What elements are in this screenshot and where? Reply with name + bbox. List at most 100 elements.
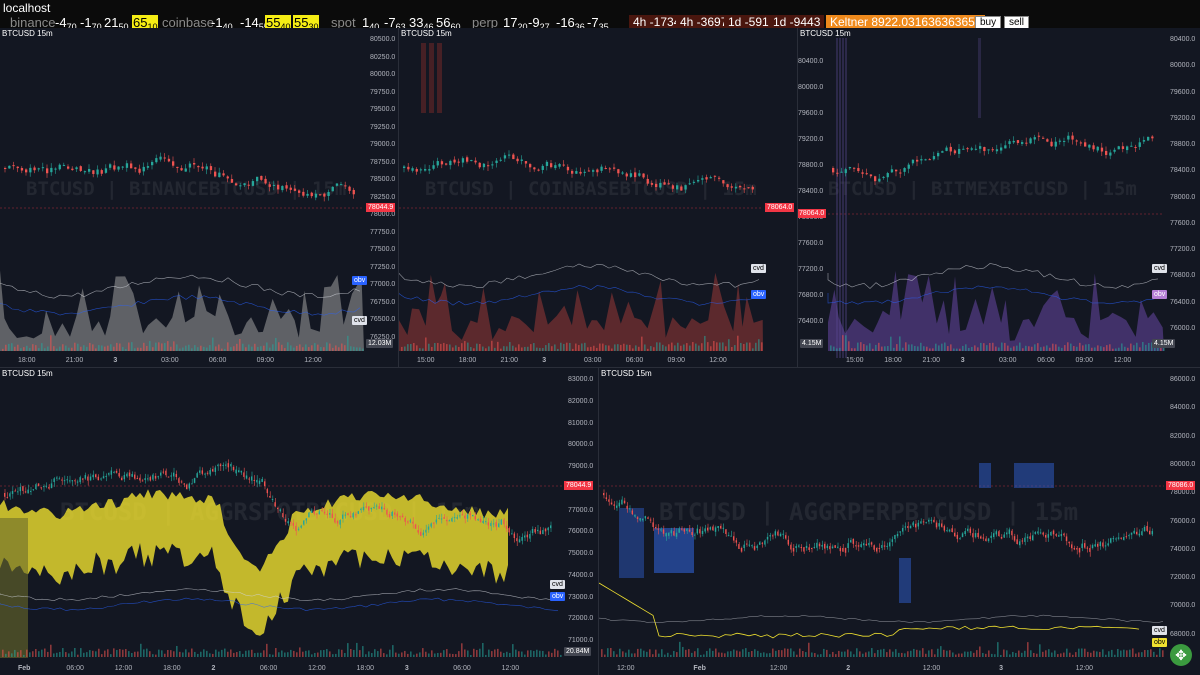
y-axis-label: 78000.0 bbox=[370, 211, 396, 218]
y-axis-label: 79250.0 bbox=[370, 123, 396, 131]
obv-label: obv bbox=[751, 290, 767, 299]
x-axis-label: 18:00 bbox=[356, 665, 375, 672]
y-axis-label: 78800.0 bbox=[1170, 141, 1196, 148]
chart-canvas[interactable] bbox=[0, 28, 398, 367]
chart-panel-aggr-perp[interactable]: BTCUSD 15m BTCUSD | AGGRPERPBTCUSD | 15m 8… bbox=[599, 368, 1200, 675]
panel-divider bbox=[797, 28, 798, 367]
y-axis-label: 78400.0 bbox=[1170, 167, 1196, 175]
chart-panel-bitmex[interactable]: BTCUSD 15m BTCUSD | BITMEXBTCUSD | 15m 804… bbox=[798, 28, 1200, 367]
x-axis-label: 3 bbox=[113, 357, 118, 364]
y-axis-label: 80000.0 bbox=[370, 71, 396, 78]
y-axis-label: 81000.0 bbox=[568, 419, 594, 427]
exchange-label-coinbase: coinbase bbox=[162, 15, 215, 30]
last-price-label: 78086.0 bbox=[1166, 481, 1196, 490]
chart-watermark: BTCUSD | AGGRPERPBTCUSD | 15m bbox=[659, 498, 1079, 526]
chart-panel-coinbase[interactable]: BTCUSD 15m BTCUSD | COINBASEBTCUSD | 15m 1… bbox=[399, 28, 797, 367]
ticker-value-coinbase: -1455 bbox=[240, 15, 269, 32]
symbol-label: BTCUSD 15m bbox=[401, 29, 452, 38]
y-axis-label-left: 79600.0 bbox=[798, 110, 824, 117]
y-axis-label: 86000.0 bbox=[1170, 376, 1196, 383]
ticker-value-perp: -1636 bbox=[556, 15, 585, 32]
delta-badge: 4h -3697 bbox=[676, 15, 732, 30]
y-axis-label: 74000.0 bbox=[1170, 545, 1196, 553]
y-axis-label: 79200.0 bbox=[1170, 114, 1196, 122]
x-axis-label: 12:00 bbox=[1075, 665, 1094, 672]
last-price-label: 78064.0 bbox=[765, 203, 795, 212]
x-axis-label: 3 bbox=[960, 357, 965, 364]
ticker-value-binance: 6510 bbox=[132, 15, 159, 32]
last-price-label: 78064.0 bbox=[798, 209, 827, 218]
exchange-label-perp: perp bbox=[472, 15, 499, 30]
ticker-value-binance: 2150 bbox=[104, 15, 129, 32]
volume-label: 20.84M bbox=[564, 647, 592, 656]
x-axis-label: 06:00 bbox=[259, 665, 278, 672]
x-axis-label: 06:00 bbox=[625, 357, 644, 364]
cvd-label: cvd bbox=[1152, 626, 1167, 635]
y-axis-label: 77200.0 bbox=[1170, 246, 1196, 253]
y-axis-label: 76250.0 bbox=[370, 333, 396, 341]
y-axis-label: 83000.0 bbox=[568, 376, 594, 383]
y-axis-label: 80400.0 bbox=[1170, 36, 1196, 43]
x-axis-label: 12:00 bbox=[769, 665, 788, 672]
obv-label: obv bbox=[1152, 290, 1168, 299]
x-axis-label: 06:00 bbox=[1037, 357, 1055, 364]
y-axis-label: 76400.0 bbox=[1170, 298, 1196, 306]
x-axis-label: 12:00 bbox=[308, 665, 326, 672]
x-axis-label: 03:00 bbox=[161, 357, 179, 364]
y-axis-label: 78250.0 bbox=[370, 193, 396, 201]
y-axis-label: 80500.0 bbox=[370, 36, 396, 43]
y-axis-label: 68000.0 bbox=[1170, 630, 1196, 638]
ticker-value-coinbase: -140 bbox=[211, 15, 233, 32]
y-axis-label: 74000.0 bbox=[568, 571, 594, 579]
move-icon[interactable]: ✥ bbox=[1170, 644, 1192, 666]
y-axis-label: 73000.0 bbox=[568, 593, 594, 601]
y-axis-label-left: 80000.0 bbox=[798, 84, 824, 91]
y-axis-label: 71000.0 bbox=[568, 637, 594, 645]
ticker-value-perp: 1720 bbox=[503, 15, 528, 32]
panel-divider bbox=[398, 28, 399, 367]
y-axis-label: 78000.0 bbox=[1170, 489, 1196, 497]
ticker-value-spot: -763 bbox=[384, 15, 406, 32]
x-axis-label: 03:00 bbox=[584, 357, 602, 364]
y-axis-label: 79500.0 bbox=[370, 106, 396, 113]
chart-panel-aggr-spot[interactable]: BTCUSD 15m BTCUSD | AGGRSPOTBTCUSD | 15m 8… bbox=[0, 368, 598, 675]
x-axis-label: 03:00 bbox=[999, 357, 1017, 364]
symbol-label: BTCUSD 15m bbox=[2, 29, 53, 38]
x-axis-label: 12:00 bbox=[709, 357, 727, 364]
y-axis-label-left: 78800.0 bbox=[798, 162, 824, 169]
x-axis-label: 12:00 bbox=[922, 665, 941, 672]
last-price-label: 78044.9 bbox=[564, 481, 594, 490]
panel-divider bbox=[0, 367, 1200, 368]
y-axis-label: 79750.0 bbox=[370, 88, 396, 96]
x-axis-label: 18:00 bbox=[163, 665, 181, 672]
cvd-label: cvd bbox=[352, 316, 367, 325]
volume-label: 4.15M bbox=[1152, 339, 1176, 348]
y-axis-label: 76500.0 bbox=[370, 316, 396, 323]
ticker-value-perp: -927 bbox=[528, 15, 550, 32]
x-axis-label: 18:00 bbox=[18, 357, 36, 364]
y-axis-label: 82000.0 bbox=[568, 397, 594, 405]
chart-canvas[interactable] bbox=[798, 28, 1200, 367]
y-axis-label: 78000.0 bbox=[1170, 193, 1196, 201]
chart-canvas[interactable] bbox=[0, 368, 598, 675]
x-axis-label: 15:00 bbox=[417, 357, 435, 364]
x-axis-label: 3 bbox=[999, 665, 1004, 672]
exchange-label-binance: binance bbox=[10, 15, 56, 30]
cvd-label: cvd bbox=[751, 264, 766, 273]
keltner-badge: Keltner 8922.031636363652 bbox=[826, 15, 986, 30]
ticker-value-spot: 140 bbox=[362, 15, 380, 32]
sell-button[interactable]: sell bbox=[1004, 16, 1030, 30]
chart-watermark: BTCUSD | BITMEXBTCUSD | 15m bbox=[828, 178, 1137, 200]
obv-label: obv bbox=[352, 276, 368, 285]
symbol-label: BTCUSD 15m bbox=[800, 29, 851, 38]
chart-canvas[interactable] bbox=[399, 28, 797, 367]
y-axis-label: 79600.0 bbox=[1170, 88, 1196, 96]
chart-panel-binance[interactable]: BTCUSD 15m BTCUSD | BINANCEBTCUSD | 15m 80… bbox=[0, 28, 398, 367]
last-price-label: 78044.9 bbox=[366, 203, 396, 212]
symbol-label: BTCUSD 15m bbox=[2, 369, 53, 378]
cvd-label: cvd bbox=[550, 580, 565, 589]
ticker-strip: binance -470 -170 2150 6510 coinbase -140 -1455… bbox=[0, 15, 1200, 32]
chart-canvas[interactable] bbox=[599, 368, 1200, 675]
y-axis-label-left: 79200.0 bbox=[798, 136, 824, 143]
ticker-value-spot: 3346 bbox=[409, 15, 434, 32]
